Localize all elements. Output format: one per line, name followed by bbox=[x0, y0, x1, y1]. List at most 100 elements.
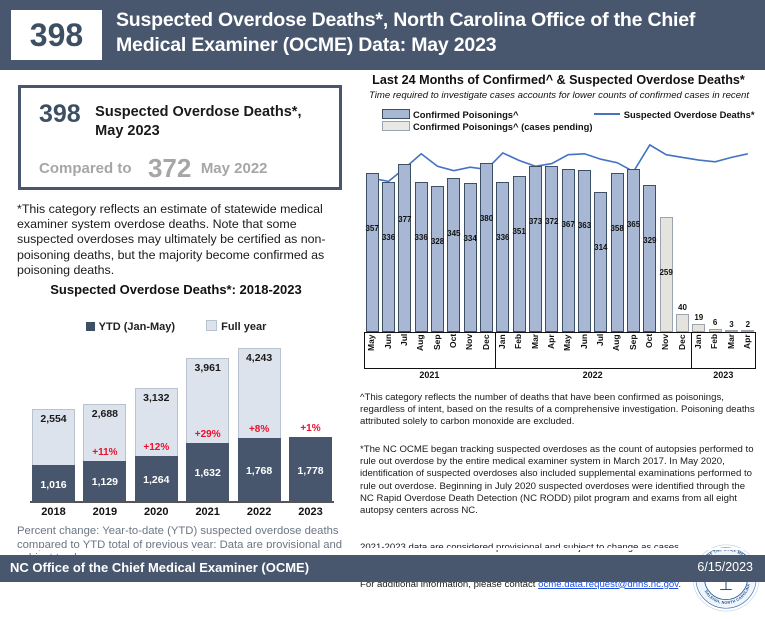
footer-date: 6/15/2023 bbox=[697, 560, 753, 574]
monthly-bar-label: 336 bbox=[381, 233, 396, 243]
yearly-label-percent-change: +11% bbox=[92, 446, 118, 458]
compared-period: May 2022 bbox=[200, 160, 268, 177]
monthly-axis-month-label: Oct bbox=[447, 334, 458, 349]
monthly-bar-label: 367 bbox=[561, 219, 575, 229]
monthly-bar-label: 3 bbox=[729, 319, 734, 329]
yearly-label-ytd: 1,632 bbox=[194, 467, 221, 480]
monthly-bar bbox=[398, 164, 412, 332]
monthly-bar-label: 345 bbox=[447, 229, 461, 239]
footer-separator bbox=[0, 548, 765, 550]
yearly-label-ytd: 1,129 bbox=[91, 476, 119, 489]
right-note-confirmed: ^This category reflects the number of de… bbox=[360, 392, 755, 428]
monthly-chart-plot: 357 336 377 336 328 345 334 380 336 351 373 372 367 3… bbox=[364, 136, 756, 332]
yearly-chart-title: Suspected Overdose Deaths*: 2018-2023 bbox=[50, 282, 302, 297]
monthly-bar-label: 377 bbox=[398, 215, 412, 225]
axis-group-divider bbox=[755, 332, 756, 368]
monthly-bar-label: 329 bbox=[643, 236, 657, 246]
monthly-bar bbox=[594, 192, 608, 332]
monthly-axis-month-label: May bbox=[366, 334, 377, 351]
axis-bottom-rule bbox=[364, 368, 756, 369]
monthly-chart-axis: May Jun Jul Aug Sep Oct Nov Dec Jan Feb Mar Apr May J… bbox=[364, 332, 756, 388]
page-footer: NC Office of the Chief Medical Examiner … bbox=[0, 555, 765, 582]
yearly-bar-ytd bbox=[237, 437, 281, 502]
yearly-axis-tick-labels: 2018 2019 2020 2021 2022 2023 bbox=[32, 506, 332, 522]
legend-item-confirmed: Confirmed Poisonings^ bbox=[382, 109, 518, 120]
yearly-bar-ytd bbox=[289, 437, 332, 502]
yearly-label-full-year: 2,554 bbox=[40, 413, 67, 426]
summary-value: 398 bbox=[39, 100, 81, 128]
monthly-bar-label: 365 bbox=[626, 220, 641, 230]
monthly-bar-label: 314 bbox=[594, 243, 608, 253]
monthly-bar-label: 351 bbox=[512, 226, 526, 236]
legend-item-suspected: Suspected Overdose Deaths* bbox=[593, 109, 755, 121]
yearly-bar-ytd bbox=[83, 460, 127, 502]
monthly-bar bbox=[414, 182, 428, 332]
footer-organization: NC Office of the Chief Medical Examiner … bbox=[10, 560, 310, 575]
monthly-axis-month-label: Oct bbox=[643, 334, 654, 349]
monthly-axis-month-label: Nov bbox=[464, 334, 475, 351]
monthly-bar bbox=[725, 330, 738, 332]
monthly-axis-month-label: Jan bbox=[692, 334, 703, 349]
monthly-axis-month-label: Aug bbox=[611, 334, 622, 351]
legend-swatch-confirmed-icon bbox=[382, 109, 410, 120]
monthly-legend-row-2: Confirmed Poisonings^ (cases pending) bbox=[382, 120, 762, 132]
monthly-bar-label: 328 bbox=[430, 236, 445, 246]
yearly-label-ytd: 1,778 bbox=[297, 464, 324, 477]
yearly-axis-tick: 2018 bbox=[41, 506, 66, 518]
right-note-suspected: *The NC OCME began tracking suspected ov… bbox=[360, 444, 754, 517]
monthly-bar-label: 334 bbox=[463, 234, 477, 244]
monthly-axis-month-label: Jun bbox=[578, 334, 589, 350]
yearly-bar-ytd bbox=[134, 456, 178, 502]
yearly-label-percent-change: +12% bbox=[143, 442, 170, 454]
monthly-bar-label: 373 bbox=[528, 216, 543, 226]
yearly-axis-tick: 2021 bbox=[195, 506, 220, 518]
axis-group-divider bbox=[690, 332, 692, 368]
monthly-axis-year-label: 2021 bbox=[419, 370, 440, 380]
monthly-axis-month-label: Jul bbox=[594, 334, 605, 347]
legend-label-confirmed: Confirmed Poisonings^ bbox=[413, 109, 519, 121]
monthly-bar bbox=[578, 170, 591, 332]
yearly-label-percent-change: +1% bbox=[300, 423, 321, 435]
monthly-bar bbox=[627, 169, 640, 332]
monthly-bar-label: 40 bbox=[678, 303, 687, 313]
monthly-axis-month-label: Apr bbox=[545, 334, 556, 349]
monthly-bar bbox=[708, 329, 722, 332]
monthly-axis-month-label: Dec bbox=[676, 334, 687, 350]
yearly-axis-tick: 2020 bbox=[144, 506, 169, 518]
yearly-label-full-year: 3,961 bbox=[194, 361, 221, 374]
suspected-deaths-polyline bbox=[372, 143, 748, 183]
monthly-bar-label: 336 bbox=[496, 233, 510, 243]
compared-to-label: Compared to bbox=[39, 160, 132, 177]
summary-comparison-row: Compared to 372 May 2022 bbox=[39, 153, 334, 184]
header-number: 398 bbox=[29, 16, 84, 53]
yearly-label-ytd: 1,264 bbox=[143, 474, 170, 487]
left-asterisk-note: *This category reflects an estimate of s… bbox=[17, 202, 326, 277]
yearly-bar-ytd bbox=[32, 465, 75, 502]
yearly-bar-ytd bbox=[186, 442, 230, 502]
monthly-bar bbox=[529, 165, 542, 332]
monthly-axis-month-label: Mar bbox=[725, 334, 736, 350]
monthly-legend-row-1: Confirmed Poisonings^ Suspected Overdose… bbox=[382, 108, 762, 120]
monthly-axis-month-label: Sep bbox=[627, 334, 638, 350]
monthly-bar-label: 336 bbox=[414, 233, 428, 243]
monthly-bar bbox=[643, 185, 657, 332]
monthly-bar-label: 19 bbox=[694, 312, 704, 322]
legend-item-pending: Confirmed Poisonings^ (cases pending) bbox=[382, 121, 592, 132]
summary-primary-row: 398 Suspected Overdose Deaths*, May 2023 bbox=[39, 100, 329, 141]
monthly-axis-month-label: Jan bbox=[496, 334, 507, 349]
monthly-axis-month-label: Aug bbox=[415, 334, 426, 351]
monthly-bar-label: 358 bbox=[610, 223, 624, 233]
monthly-bar-label: 6 bbox=[712, 318, 718, 328]
monthly-axis-month-label: Feb bbox=[513, 334, 524, 350]
monthly-bar-label: 372 bbox=[545, 217, 559, 227]
monthly-bar bbox=[365, 172, 379, 332]
yearly-label-full-year: 4,243 bbox=[245, 351, 273, 364]
monthly-bar-label: 2 bbox=[745, 320, 751, 330]
suspected-deaths-line bbox=[372, 143, 748, 183]
monthly-chart-title: Last 24 Months of Confirmed^ & Suspected… bbox=[372, 73, 745, 87]
monthly-bar bbox=[692, 323, 706, 332]
legend-item-full-year: Full year bbox=[206, 320, 266, 333]
legend-label-suspected: Suspected Overdose Deaths* bbox=[623, 109, 755, 121]
monthly-axis-month-label: Mar bbox=[529, 334, 540, 350]
monthly-axis-month-label: Sep bbox=[431, 334, 442, 350]
